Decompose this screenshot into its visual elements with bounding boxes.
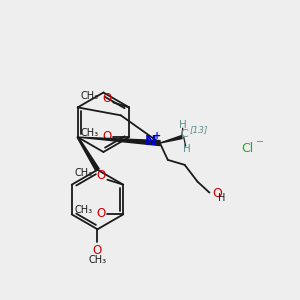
Text: O: O <box>96 207 105 220</box>
Text: CH₃: CH₃ <box>80 128 98 138</box>
Text: O: O <box>93 244 102 257</box>
Text: Cl: Cl <box>241 142 253 154</box>
Text: +: + <box>153 131 161 141</box>
Text: CH₃: CH₃ <box>74 168 92 178</box>
Text: O: O <box>102 92 111 105</box>
Text: CH₃: CH₃ <box>88 255 106 265</box>
Text: H: H <box>183 144 190 154</box>
Text: CH₃: CH₃ <box>74 206 92 215</box>
Text: H: H <box>179 120 187 130</box>
Text: H: H <box>218 193 225 202</box>
Text: [13]: [13] <box>189 125 208 134</box>
Text: O: O <box>96 169 105 182</box>
Text: N: N <box>145 134 157 148</box>
Text: O: O <box>102 130 111 142</box>
Polygon shape <box>78 137 160 146</box>
Polygon shape <box>160 136 182 143</box>
Text: ⁻: ⁻ <box>256 137 264 152</box>
Text: CH₃: CH₃ <box>80 91 98 100</box>
Polygon shape <box>77 137 99 171</box>
Text: C: C <box>181 129 189 139</box>
Text: O: O <box>212 187 222 200</box>
